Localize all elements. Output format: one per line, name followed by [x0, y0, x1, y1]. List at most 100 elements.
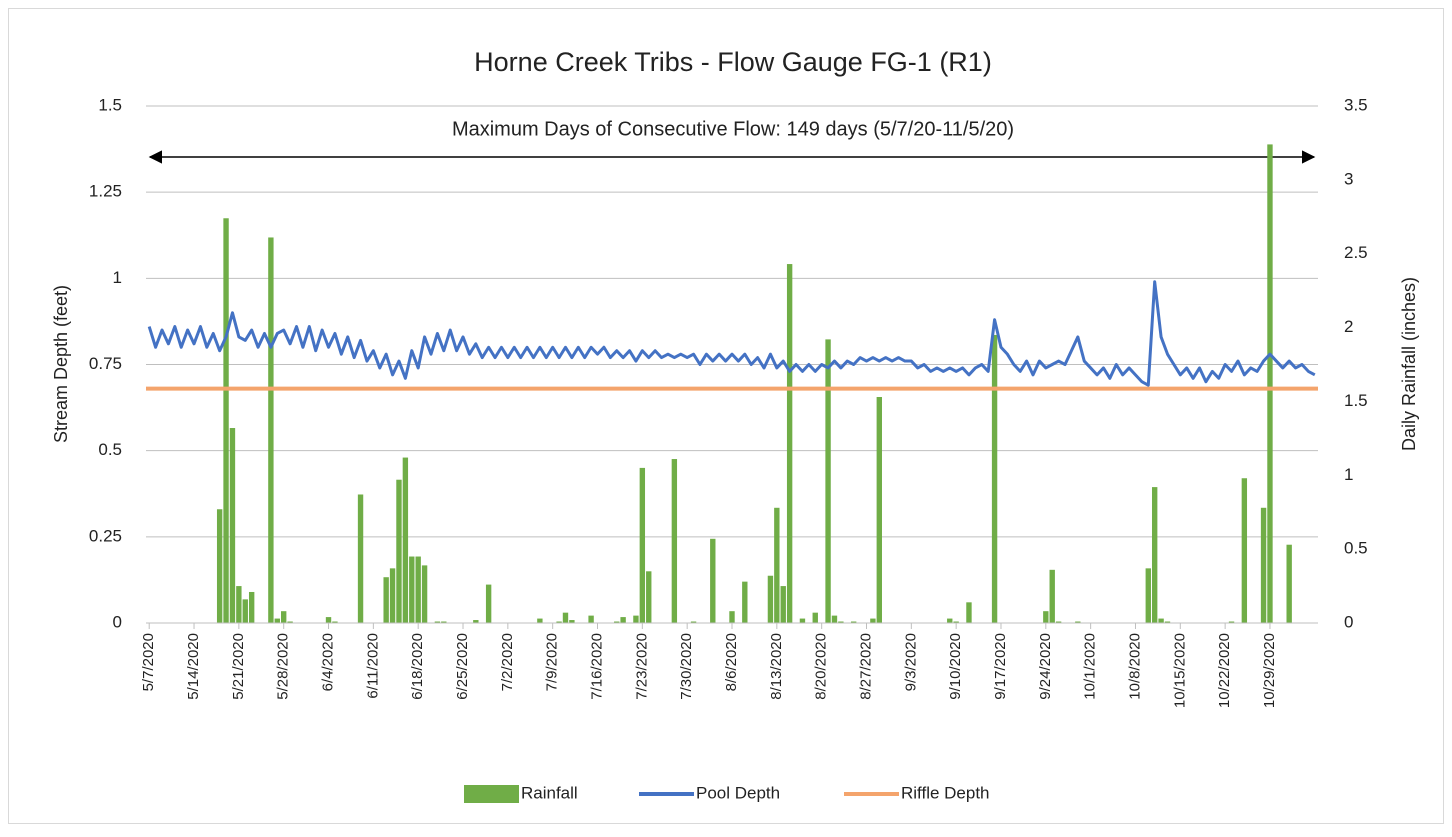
bar	[216, 509, 223, 623]
y-axis-label: Stream Depth (feet)	[51, 285, 71, 443]
bar	[1260, 507, 1267, 623]
bar	[441, 621, 447, 623]
bar	[434, 621, 441, 623]
bar	[774, 507, 780, 623]
x-tick-label: 10/15/2020	[1171, 633, 1188, 708]
y2-tick-label: 3.5	[1344, 95, 1368, 114]
bar	[281, 611, 287, 623]
bar	[646, 571, 652, 623]
bar	[1286, 544, 1292, 623]
bar	[332, 621, 338, 623]
bar	[562, 612, 569, 623]
x-tick-label: 5/7/2020	[140, 633, 157, 691]
bar	[389, 568, 396, 623]
x-tick-label: 6/18/2020	[409, 633, 426, 700]
bar	[248, 591, 255, 623]
bar	[786, 264, 793, 623]
x-tick-label: 9/24/2020	[1037, 633, 1054, 700]
x-tick-label: 7/2/2020	[499, 633, 516, 691]
bar	[671, 459, 678, 623]
x-tick-label: 5/28/2020	[275, 633, 292, 700]
x-tick-label: 10/29/2020	[1261, 633, 1278, 708]
legend-label: Pool Depth	[696, 783, 780, 802]
x-tick-label: 9/10/2020	[947, 633, 964, 700]
bar	[268, 237, 274, 624]
bar	[1075, 621, 1081, 623]
y2-tick-label: 1.5	[1344, 391, 1368, 410]
legend-swatch	[464, 785, 519, 803]
bar	[485, 584, 492, 623]
bar	[780, 586, 786, 623]
x-tick-label: 10/8/2020	[1126, 633, 1143, 700]
bar	[838, 621, 844, 623]
bar	[274, 618, 280, 623]
y2-axis-label: Daily Rainfall (inches)	[1399, 277, 1419, 451]
bar	[1049, 569, 1055, 623]
bar	[556, 621, 562, 623]
y2-tick-label: 3	[1344, 169, 1353, 188]
bar	[223, 218, 229, 623]
x-tick-label: 8/27/2020	[857, 633, 874, 700]
x-tick-label: 6/25/2020	[454, 633, 471, 700]
bar	[383, 577, 389, 623]
bar	[402, 457, 409, 623]
bar	[966, 602, 972, 623]
bar	[1164, 621, 1171, 623]
bar	[870, 618, 876, 623]
y-tick-label: 1.5	[98, 95, 122, 114]
x-tick-label: 10/1/2020	[1082, 633, 1099, 700]
bar	[831, 615, 838, 623]
bar	[415, 556, 421, 623]
y-tick-label: 1.25	[89, 182, 122, 201]
bar	[287, 621, 293, 623]
bar	[236, 586, 242, 623]
bar	[729, 611, 735, 623]
bar	[1055, 621, 1062, 623]
bar	[1043, 611, 1049, 623]
bar	[473, 620, 479, 623]
x-tick-label: 9/17/2020	[992, 633, 1009, 700]
x-tick-label: 9/3/2020	[902, 633, 919, 691]
y-tick-label: 0.75	[89, 354, 122, 373]
x-tick-label: 6/4/2020	[319, 633, 336, 691]
x-tick-label: 8/20/2020	[813, 633, 830, 700]
x-tick-label: 7/23/2020	[633, 633, 650, 700]
bar	[991, 334, 998, 623]
bar	[569, 620, 575, 623]
x-tick-label: 7/9/2020	[544, 633, 561, 691]
y2-tick-label: 0.5	[1344, 539, 1368, 558]
x-tick-label: 10/22/2020	[1216, 633, 1233, 708]
bar	[588, 615, 594, 623]
bar	[639, 467, 646, 623]
bar	[409, 556, 415, 623]
y-tick-label: 0.25	[89, 526, 122, 545]
bar	[1145, 568, 1151, 623]
bar	[1267, 144, 1273, 624]
chart-title: Horne Creek Tribs - Flow Gauge FG-1 (R1)	[474, 47, 992, 77]
bar	[421, 565, 428, 623]
x-tick-label: 5/14/2020	[185, 633, 202, 700]
bar	[242, 599, 248, 623]
bar	[953, 621, 959, 623]
bar	[690, 621, 697, 623]
x-tick-label: 8/6/2020	[723, 633, 740, 691]
bar	[742, 581, 748, 623]
bar	[1228, 621, 1235, 623]
chart-border	[8, 8, 1444, 824]
bar	[710, 538, 716, 623]
bar	[537, 618, 543, 623]
bar	[947, 618, 953, 623]
bar	[357, 494, 364, 623]
annotation: Maximum Days of Consecutive Flow: 149 da…	[452, 118, 1014, 140]
bar	[620, 617, 626, 623]
bar	[1241, 478, 1248, 623]
y-tick-label: 0	[113, 612, 122, 631]
bar	[1151, 487, 1158, 623]
x-tick-label: 8/13/2020	[768, 633, 785, 700]
y-tick-label: 1	[113, 268, 122, 287]
bar	[876, 396, 882, 623]
y-tick-label: 0.5	[98, 440, 122, 459]
x-tick-label: 7/16/2020	[588, 633, 605, 700]
